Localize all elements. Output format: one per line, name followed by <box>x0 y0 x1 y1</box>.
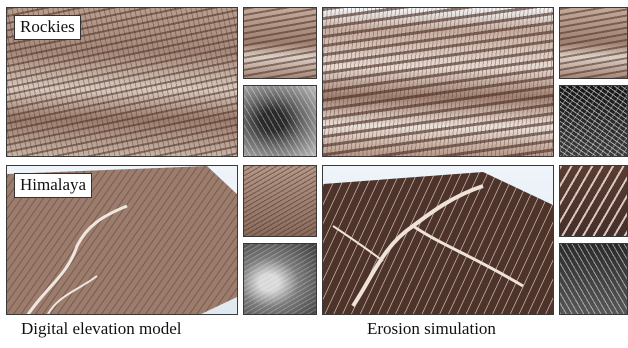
rockies-erosion-heightmap <box>559 85 628 157</box>
himalaya-erosion-terrain-shape <box>323 172 553 314</box>
caption-erosion: Erosion simulation <box>367 319 496 338</box>
himalaya-erosion-heightmap <box>559 243 628 315</box>
rockies-dem-render: Rockies <box>6 7 238 157</box>
himalaya-erosion-thumb-render <box>559 165 628 237</box>
himalaya-dem-render: Himalaya <box>6 165 238 315</box>
himalaya-label: Himalaya <box>14 173 93 198</box>
rockies-erosion-thumb-render <box>559 7 628 79</box>
rockies-dem-heightmap <box>243 85 317 157</box>
himalaya-dem-heightmap <box>243 243 317 315</box>
rockies-dem-thumb-render <box>243 7 317 79</box>
himalaya-dem-terrain-shape <box>7 166 237 314</box>
rockies-label: Rockies <box>14 15 81 40</box>
himalaya-dem-thumb-render <box>243 165 317 237</box>
caption-dem: Digital elevation model <box>21 319 182 338</box>
himalaya-erosion-render <box>322 165 554 315</box>
rockies-erosion-render <box>322 7 554 157</box>
